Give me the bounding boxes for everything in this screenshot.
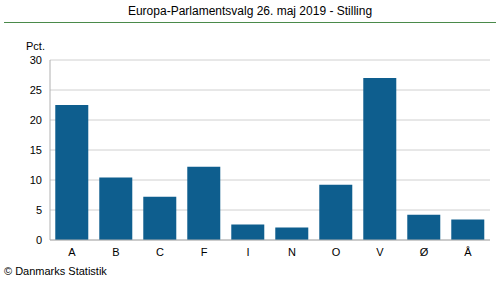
svg-text:F: F (201, 246, 208, 258)
svg-text:C: C (156, 246, 164, 258)
svg-text:15: 15 (30, 144, 42, 156)
svg-text:B: B (112, 246, 119, 258)
svg-text:V: V (376, 246, 384, 258)
svg-text:Ø: Ø (420, 246, 429, 258)
svg-text:30: 30 (30, 54, 42, 66)
svg-text:5: 5 (36, 204, 42, 216)
svg-text:20: 20 (30, 114, 42, 126)
svg-text:25: 25 (30, 84, 42, 96)
svg-text:A: A (68, 246, 76, 258)
html-text:Europa-Parlamentsvalg 26. maj: Europa-Parlamentsvalg 26. maj 2019 - Sti… (127, 4, 373, 18)
svg-text:Å: Å (464, 246, 472, 258)
svg-text:I: I (246, 246, 249, 258)
svg-text:0: 0 (36, 234, 42, 246)
html-text:Pct.: Pct. (26, 40, 45, 52)
svg-text:10: 10 (30, 174, 42, 186)
svg-text:O: O (332, 246, 341, 258)
html-text:© Danmarks Statistik: © Danmarks Statistik (4, 265, 107, 277)
svg-text:N: N (288, 246, 296, 258)
